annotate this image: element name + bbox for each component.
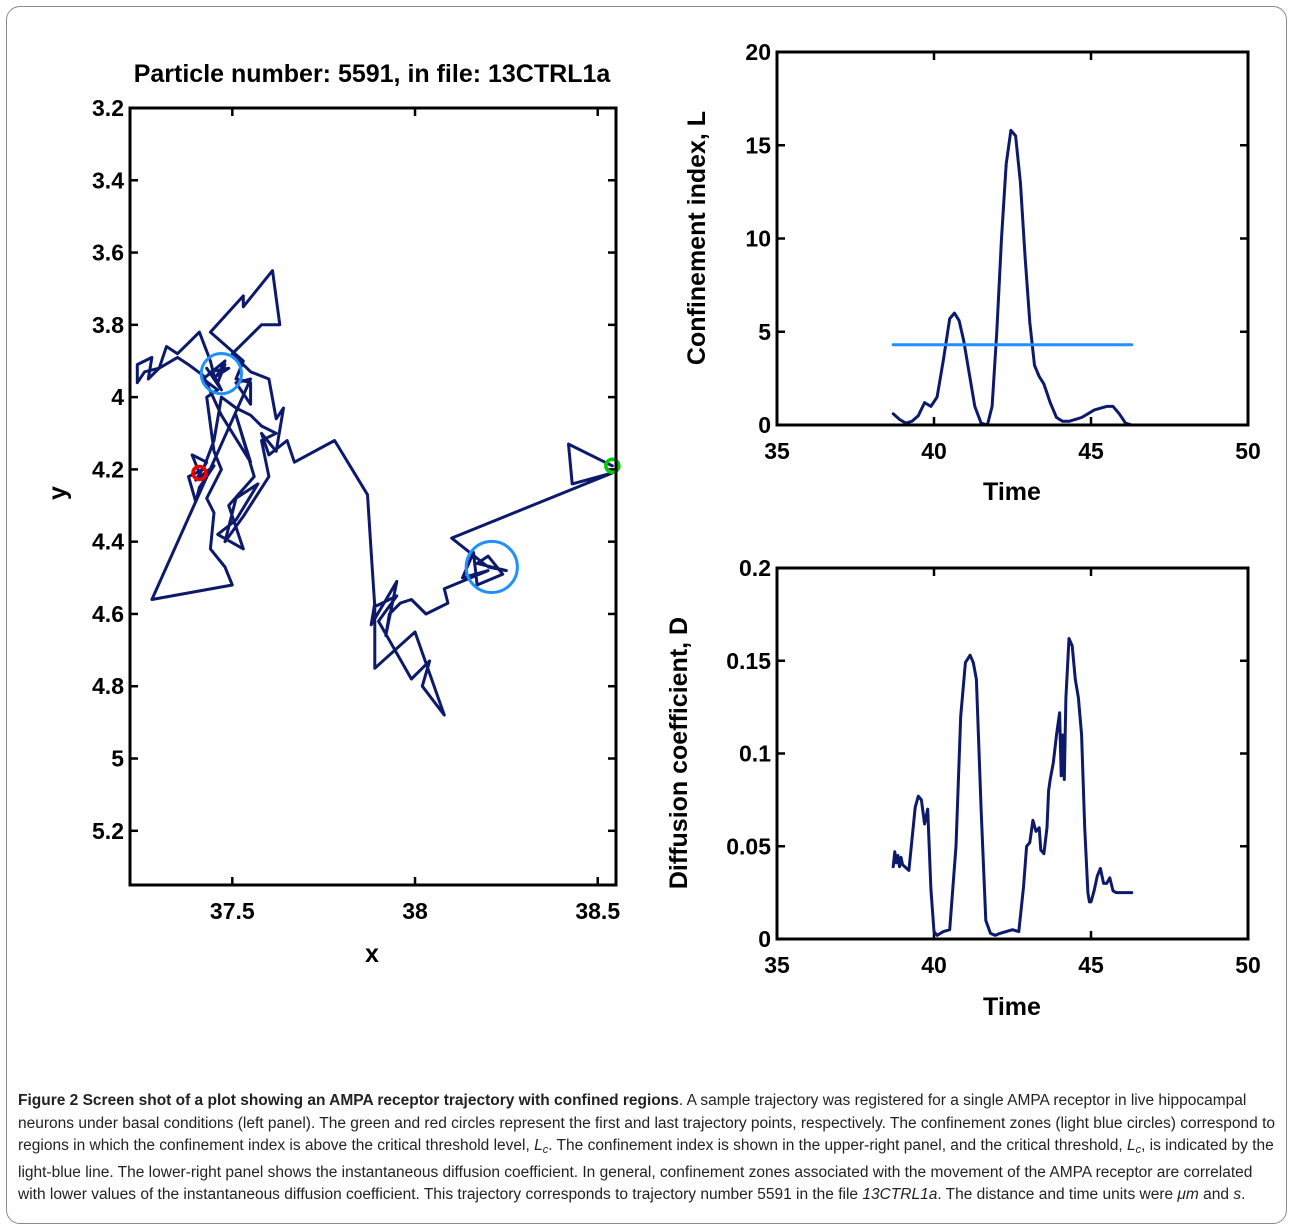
caption-time-unit: s: [1233, 1186, 1242, 1203]
trajectory-line: [135, 269, 614, 717]
figure-canvas: Particle number: 5591, in file: 13CTRL1a…: [44, 39, 1261, 1021]
confinement-ytick-label: 10: [745, 226, 771, 252]
trajectory-ytick-label: 5: [111, 746, 124, 772]
caption-text-5: and: [1198, 1186, 1234, 1203]
trajectory-axes-box: [128, 106, 618, 887]
trajectory-ytick-label: 5.2: [92, 818, 124, 844]
caption-file-name: 13CTRL1a: [862, 1186, 938, 1203]
confinement-plot-area: [775, 50, 1250, 427]
confinement-xtick-labels: 35 40 45 50: [764, 438, 1261, 464]
confinement-zone-circle: [199, 352, 243, 396]
diffusion-xtick-label: 45: [1078, 952, 1104, 978]
caption-lc-sub-2: c: [1135, 1144, 1142, 1156]
diffusion-coefficient-line: [891, 637, 1134, 937]
caption-lc-symbol-2: Lc: [1126, 1137, 1142, 1156]
diffusion-axes-box: [775, 566, 1250, 941]
caption-text-1: . A sample trajectory was registered for…: [18, 1092, 1276, 1154]
caption-text-6: .: [1241, 1186, 1246, 1203]
trajectory-xlabel: x: [365, 940, 379, 968]
diffusion-xtick-label: 40: [921, 952, 947, 978]
caption-lc-main-1: L: [534, 1137, 543, 1154]
trajectory-panel: Particle number: 5591, in file: 13CTRL1a…: [44, 60, 621, 968]
trajectory-ytick-label: 4.2: [92, 456, 124, 482]
diffusion-coefficient-panel: 0 0.05 0.1 0.15 0.2 35 40 45 50 Time Diffusion …: [665, 555, 1261, 1021]
confinement-ytick-labels: 0 5 10 15 20: [745, 39, 771, 438]
caption-lc-sub-1: c: [542, 1144, 549, 1156]
confinement-ytick-label: 20: [745, 39, 771, 65]
diffusion-xtick-labels: 35 40 45 50: [764, 952, 1261, 978]
trajectory-ytick-label: 3.2: [92, 95, 124, 121]
trajectory-plot-area: [130, 106, 621, 885]
caption-text-2: . The confinement index is shown in the …: [548, 1137, 1127, 1154]
trajectory-xtick-label: 38.5: [575, 898, 620, 924]
diffusion-ytick-labels: 0 0.05 0.1 0.15 0.2: [726, 555, 771, 952]
trajectory-xtick-labels: 37.5 38 38.5: [210, 898, 620, 924]
figure-caption: Figure 2 Screen shot of a plot showing a…: [18, 1090, 1276, 1207]
trajectory-xtick-label: 37.5: [210, 898, 255, 924]
caption-lead: Figure 2 Screen shot of a plot showing a…: [18, 1092, 679, 1109]
diffusion-ytick-label: 0.15: [726, 648, 771, 674]
diffusion-xtick-label: 35: [764, 952, 790, 978]
diffusion-xlabel: Time: [983, 993, 1041, 1021]
confinement-index-line: [891, 128, 1134, 427]
diffusion-ylabel: Diffusion coefficient, D: [665, 617, 693, 889]
confinement-xlabel: Time: [983, 478, 1041, 506]
trajectory-ytick-label: 4.6: [92, 601, 124, 627]
trajectory-ytick-label: 3.4: [92, 167, 124, 193]
confinement-axes-box: [775, 50, 1250, 427]
last-point-marker: [191, 464, 208, 482]
trajectory-ytick-label: 3.6: [92, 240, 124, 266]
first-point-marker: [604, 457, 621, 475]
diffusion-xtick-label: 50: [1235, 952, 1261, 978]
figure-frame: [6, 6, 1287, 1224]
trajectory-ytick-label: 4.8: [92, 673, 124, 699]
confinement-xtick-label: 50: [1235, 438, 1261, 464]
confinement-xtick-label: 40: [921, 438, 947, 464]
caption-text-4: . The distance and time units were: [937, 1186, 1178, 1203]
trajectory-ytick-label: 4: [111, 384, 124, 410]
caption-lc-main-2: L: [1126, 1137, 1136, 1154]
confinement-ytick-label: 15: [745, 132, 771, 158]
trajectory-xtick-label: 38: [402, 898, 428, 924]
caption-lc-symbol-1: Lc: [534, 1137, 549, 1156]
diffusion-ytick-label: 0.1: [739, 741, 771, 767]
diffusion-ytick-label: 0.2: [739, 555, 771, 581]
confinement-index-panel: 0 5 10 15 20 35 40 45 50 Time Confinement index…: [683, 39, 1261, 506]
diffusion-plot-area: [775, 566, 1250, 941]
trajectory-ytick-label: 4.4: [92, 529, 124, 555]
confinement-ylabel: Confinement index, L: [683, 111, 711, 365]
diffusion-ytick-label: 0.05: [726, 833, 771, 859]
trajectory-ytick-labels: 3.2 3.4 3.6 3.8 4 4.2 4.4 4.6 4.8 5 5.2: [92, 95, 124, 844]
trajectory-ytick-label: 3.8: [92, 312, 124, 338]
confinement-xtick-label: 45: [1078, 438, 1104, 464]
trajectory-title: Particle number: 5591, in file: 13CTRL1a: [134, 60, 612, 88]
trajectory-ylabel: y: [44, 486, 72, 500]
confinement-zone-circle: [464, 539, 519, 595]
confinement-ytick-label: 5: [758, 319, 771, 345]
confinement-xtick-label: 35: [764, 438, 790, 464]
caption-text-3: , is indicated by the light-blue line. T…: [18, 1137, 1274, 1203]
diffusion-ytick-label: 0: [758, 926, 771, 952]
confinement-ytick-label: 0: [758, 412, 771, 438]
caption-distance-unit: μm: [1177, 1186, 1199, 1203]
